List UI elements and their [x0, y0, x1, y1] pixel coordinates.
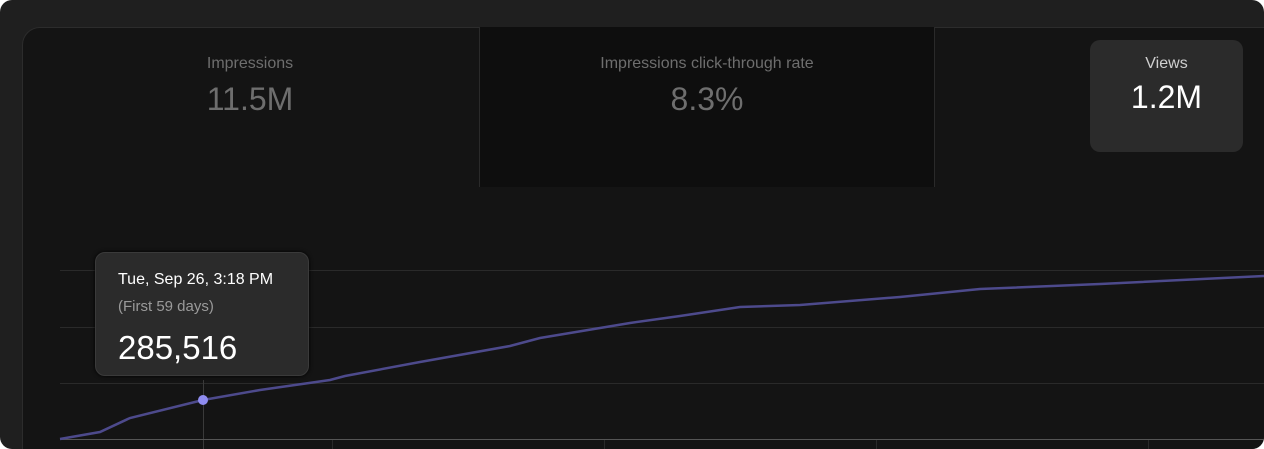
metric-card-selected[interactable]: Views 1.2M	[1090, 40, 1243, 152]
metric-label: Impressions click-through rate	[600, 55, 814, 72]
tooltip: Tue, Sep 26, 3:18 PM (First 59 days) 285…	[95, 252, 309, 376]
metric-card[interactable]: Impressions 11.5M	[22, 27, 478, 187]
metric-value: 8.3%	[670, 81, 744, 117]
tooltip-note: (First 59 days)	[118, 298, 214, 315]
metric-value: 1.2M	[1130, 79, 1203, 115]
metric-value: 11.5M	[206, 81, 294, 117]
metric-label: Views	[1145, 55, 1188, 72]
tooltip-value: 285,516	[118, 329, 238, 366]
views-line	[59, 274, 1264, 441]
metric-card[interactable]: Impressions click-through rate 8.3%	[479, 27, 935, 187]
metric-label: Impressions	[206, 55, 294, 72]
hover-point	[198, 395, 208, 405]
tooltip-date: Tue, Sep 26, 3:18 PM	[118, 271, 274, 288]
